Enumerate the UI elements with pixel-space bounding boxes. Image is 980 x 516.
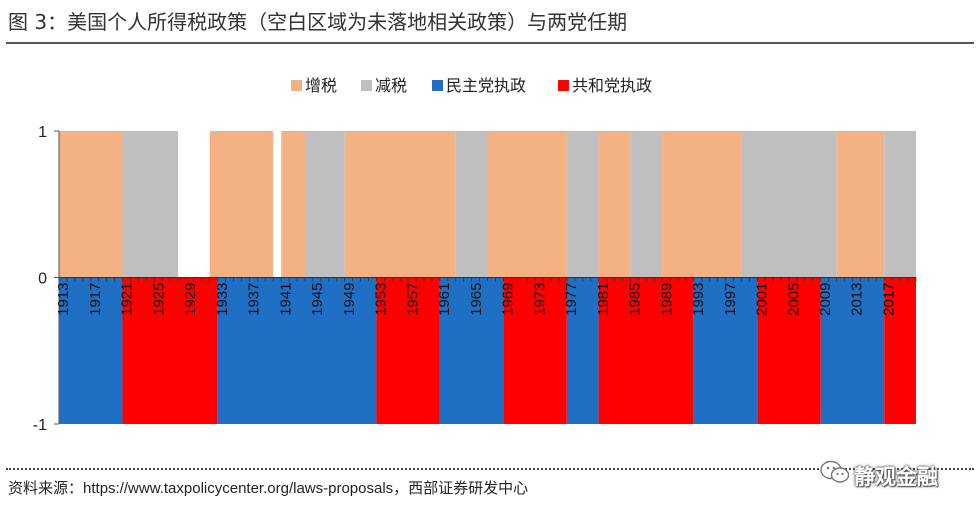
brand-watermark: 静观金融	[820, 455, 970, 495]
x-tick-label-1941: 1941	[277, 283, 294, 316]
x-tick-label-1949: 1949	[341, 283, 358, 316]
chart-bands	[59, 131, 916, 424]
party-band-republican-2017	[884, 277, 916, 424]
party-band-republican-1981	[598, 277, 694, 424]
tax-band-increase-1949	[344, 131, 456, 278]
x-tick-label-1993: 1993	[690, 283, 707, 316]
x-tick-label-2001: 2001	[754, 283, 771, 316]
x-tick-label-1917: 1917	[87, 283, 104, 316]
tax-band-increase-1932	[209, 131, 274, 278]
legend-swatch-decrease	[361, 80, 372, 91]
legend-swatch-republican	[558, 80, 569, 91]
party-band-republican-1921	[122, 277, 218, 424]
x-tick-label-1961: 1961	[436, 283, 453, 316]
x-tick-label-1985: 1985	[627, 283, 644, 316]
x-tick-label-1937: 1937	[246, 283, 263, 316]
legend-swatch-democrat	[432, 80, 443, 91]
x-tick-label-1957: 1957	[404, 283, 421, 316]
source-label: 资料来源：	[8, 479, 84, 497]
tax-band-decrease-1921	[122, 131, 179, 278]
x-tick-label-1929: 1929	[182, 283, 199, 316]
chart-axes: 1 0 -1 1913 1917 1921 1925 1929 1933 1937 1941 1945…	[33, 124, 917, 434]
tax-band-increase-1913	[59, 131, 123, 278]
y-tick-label-1: 1	[38, 124, 47, 141]
tax-band-decrease-1999	[741, 131, 837, 278]
tax-band-decrease-1977	[566, 131, 599, 278]
figure-title: 图 3：美国个人所得税政策（空白区域为未落地相关政策）与两党任期	[8, 10, 628, 34]
party-band-republican-1953	[376, 277, 440, 424]
x-tick-label-1913: 1913	[55, 283, 72, 316]
x-tick-label-1945: 1945	[309, 283, 326, 316]
x-tick-label-2013: 2013	[849, 283, 866, 316]
legend-label-increase: 增税	[305, 76, 337, 95]
source-note: 资料来源：https://www.taxpolicycenter.org/law…	[8, 477, 528, 498]
y-tick-label--1: -1	[33, 417, 47, 434]
legend-label-democrat: 民主党执政	[446, 76, 526, 95]
x-tick-label-1973: 1973	[531, 283, 548, 316]
brand-name: 静观金融	[854, 465, 938, 489]
y-tick-label-0: 0	[38, 271, 47, 288]
party-band-republican-1969	[503, 277, 567, 424]
legend-label-decrease: 减税	[375, 76, 407, 95]
x-tick-label-2009: 2009	[817, 283, 834, 316]
source-org: ，西部证券研发中心	[393, 479, 529, 497]
x-tick-label-2005: 2005	[785, 283, 802, 316]
x-tick-label-1969: 1969	[500, 283, 517, 316]
source-url: https://www.taxpolicycenter.org/laws-pro…	[83, 480, 394, 497]
party-band-democrat-1993	[693, 277, 758, 424]
x-tick-label-1981: 1981	[595, 283, 612, 316]
x-tick-label-1925: 1925	[150, 283, 167, 316]
x-tick-label-1965: 1965	[468, 283, 485, 316]
tax-band-increase-1989	[662, 131, 742, 278]
legend-label-republican: 共和党执政	[572, 76, 652, 95]
tax-band-decrease-2017	[884, 131, 916, 278]
tax-band-decrease-1944	[304, 131, 345, 278]
x-tick-label-1933: 1933	[214, 283, 231, 316]
tax-band-increase-1941	[281, 131, 305, 278]
party-band-republican-2001	[757, 277, 821, 424]
wechat-icon	[820, 460, 850, 483]
title-divider	[6, 42, 974, 44]
footer-divider	[6, 468, 974, 470]
party-band-democrat-2009	[820, 277, 885, 424]
x-tick-label-1921: 1921	[119, 283, 136, 316]
x-tick-label-1989: 1989	[658, 283, 675, 316]
tax-band-increase-2011	[836, 131, 885, 278]
x-tick-label-1953: 1953	[373, 283, 390, 316]
party-band-democrat-1977	[566, 277, 599, 424]
tax-band-increase-1967	[487, 131, 567, 278]
party-band-democrat-1933	[217, 277, 377, 424]
chart-legend: 增税 减税 民主党执政 共和党执政	[291, 76, 652, 95]
tax-band-decrease-1963	[455, 131, 488, 278]
party-band-democrat-1961	[439, 277, 504, 424]
tax-band-decrease-1985	[630, 131, 663, 278]
legend-swatch-increase	[291, 80, 302, 91]
x-tick-label-1977: 1977	[563, 283, 580, 316]
party-band-democrat-1913	[59, 277, 123, 424]
x-tick-label-2017: 2017	[880, 283, 897, 316]
x-tick-label-1997: 1997	[722, 283, 739, 316]
tax-band-increase-1981	[598, 131, 631, 278]
